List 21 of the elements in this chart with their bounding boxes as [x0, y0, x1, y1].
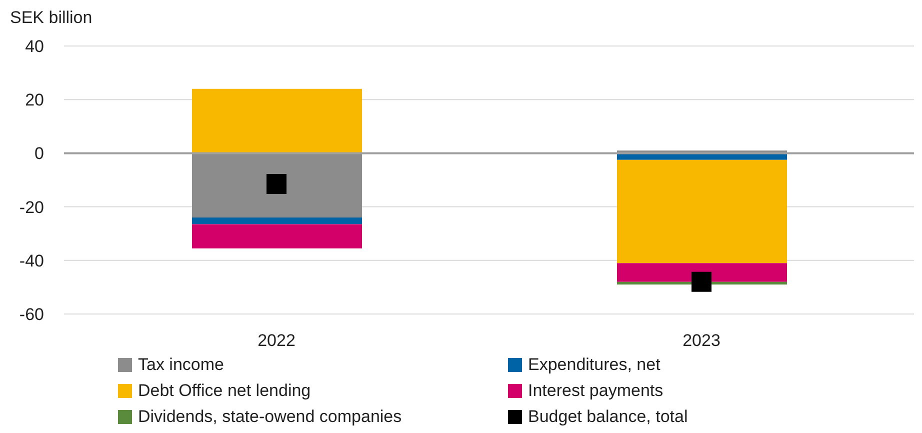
bar [192, 218, 362, 224]
y-tick-label: -60 [19, 305, 44, 324]
legend-label: Interest payments [528, 381, 664, 401]
bar [617, 160, 787, 264]
x-tick-label: 2022 [258, 331, 296, 350]
bar [192, 88, 362, 154]
legend-label: Expenditures, net [528, 355, 660, 375]
x-tick-label: 2023 [682, 331, 720, 350]
y-tick-label: -40 [19, 251, 44, 270]
legend-label: Tax income [138, 355, 224, 375]
y-tick-label: 40 [25, 37, 44, 56]
bar [192, 153, 362, 218]
bar [192, 224, 362, 248]
legend-label: Debt Office net lending [138, 381, 311, 401]
y-tick-label: 20 [25, 90, 44, 110]
legend-label: Budget balance, total [528, 407, 688, 427]
y-tick-label: 0 [34, 144, 44, 164]
y-axis-title: SEK billion [10, 8, 94, 29]
bar [617, 263, 787, 282]
legend-label: Dividends, state-owend companies [138, 407, 402, 427]
y-tick-label: -20 [19, 198, 44, 217]
